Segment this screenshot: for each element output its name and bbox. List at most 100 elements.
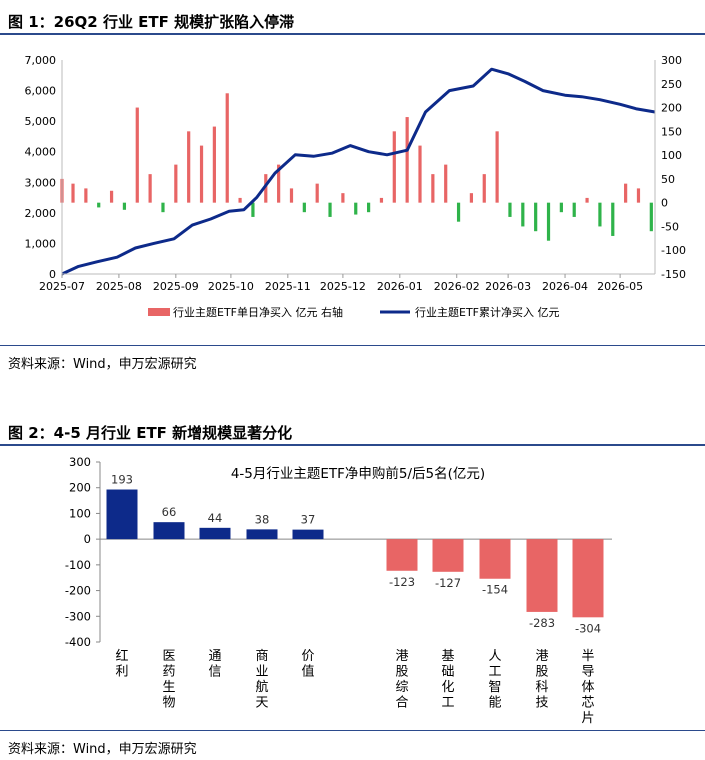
- figure2-top-rule: [0, 444, 705, 446]
- net-subscription-bar: [292, 529, 324, 540]
- daily-net-buy-bar: [649, 202, 653, 232]
- chart1-right-tick-label: 50: [661, 173, 675, 186]
- chart1-x-tick-label: 2025-09: [153, 280, 199, 293]
- figure1-top-rule: [0, 33, 705, 35]
- chart2-category-label: 商业航天: [255, 649, 268, 711]
- daily-net-buy-bar: [109, 190, 114, 203]
- chart1-right-tick-label: 150: [661, 125, 682, 138]
- chart1-x-tick-label: 2025-07: [39, 280, 85, 293]
- net-subscription-bar: [432, 539, 464, 572]
- bar-value-label: -154: [482, 583, 508, 597]
- chart1-x-tick-label: 2025-08: [96, 280, 142, 293]
- daily-net-buy-bar: [187, 131, 191, 203]
- figure2-bottom-rule: [0, 730, 705, 731]
- daily-net-buy-bar: [636, 188, 641, 203]
- chart1-x-tick-label: 2025-10: [208, 280, 254, 293]
- daily-net-buy-bar: [482, 174, 486, 203]
- chart2-inner-title: 4-5月行业主题ETF净申购前5/后5名(亿元): [231, 465, 485, 482]
- daily-net-buy-bar: [521, 202, 525, 227]
- chart1-left-tick-label: 4,000: [25, 146, 57, 159]
- bar-value-label: 37: [301, 513, 316, 527]
- daily-net-buy-bar: [546, 202, 551, 241]
- net-subscription-bar: [106, 489, 138, 540]
- daily-net-buy-bar: [456, 202, 461, 222]
- chart1-x-tick-label: 2026-03: [485, 280, 531, 293]
- chart2-y-tick-label: 0: [84, 532, 91, 546]
- bar-value-label: 38: [255, 512, 270, 526]
- daily-net-buy-bar: [212, 126, 216, 203]
- net-subscription-bar: [199, 527, 231, 540]
- bar-value-label: -283: [529, 616, 555, 630]
- daily-net-buy-bar: [341, 193, 345, 203]
- chart1-x-tick-label: 2026-04: [542, 280, 588, 293]
- daily-net-buy-bar: [392, 131, 396, 203]
- chart2-category-label: 医药生物: [162, 649, 175, 711]
- daily-net-buy-bar: [135, 107, 139, 203]
- chart1-right-tick-label: 250: [661, 78, 682, 91]
- chart1-left-tick-label: 3,000: [25, 176, 57, 189]
- bar-value-label: -127: [435, 576, 461, 590]
- chart1-x-tick-label: 2025-11: [265, 280, 311, 293]
- figure2-title: 图 2：4-5 月行业 ETF 新增规模显著分化: [8, 424, 293, 442]
- chart2-category-label: 价值: [301, 649, 314, 680]
- chart2-axes: 300 200 100 0 -100 -200 -300 -400: [65, 455, 612, 649]
- daily-net-buy-bar: [572, 202, 576, 217]
- daily-net-buy-bar: [418, 145, 422, 203]
- chart1-legend: 行业主题ETF单日净买入 亿元 右轴 行业主题ETF累计净买入 亿元: [148, 305, 560, 319]
- chart1-x-tick-label: 2025-12: [320, 280, 366, 293]
- net-subscription-bar: [246, 529, 278, 540]
- chart1-x-tick-label: 2026-02: [434, 280, 480, 293]
- net-subscription-bar: [526, 539, 558, 612]
- net-subscription-bar: [386, 539, 418, 571]
- chart1-bars: [60, 93, 653, 241]
- chart1-left-tick-label: 0: [49, 268, 56, 281]
- chart1-left-tick-label: 5,000: [25, 115, 57, 128]
- daily-net-buy-bar: [161, 202, 165, 213]
- chart2-y-tick-label: 100: [69, 506, 91, 520]
- net-subscription-bar: [479, 539, 511, 579]
- daily-net-buy-bar: [366, 202, 371, 213]
- daily-net-buy-bar: [302, 202, 306, 213]
- chart2-category-label: 港股科技: [535, 649, 548, 711]
- chart1-right-tick-label: 0: [661, 197, 668, 210]
- chart2-y-tick-label: -200: [65, 584, 91, 598]
- chart1-right-tick-label: 100: [661, 149, 682, 162]
- bar-value-label: 66: [162, 505, 177, 519]
- daily-net-buy-bar: [148, 174, 152, 203]
- daily-net-buy-bar: [444, 164, 448, 203]
- legend-line-label: 行业主题ETF累计净买入 亿元: [415, 305, 560, 319]
- daily-net-buy-bar: [328, 202, 332, 217]
- chart2-category-label: 人工智能: [488, 649, 501, 711]
- daily-net-buy-bar: [354, 202, 358, 215]
- chart2-category-label: 基础化工: [441, 649, 454, 711]
- daily-net-buy-bar: [431, 174, 435, 203]
- chart1-left-tick-label: 1,000: [25, 237, 57, 250]
- chart1-axes: 0 1,000 2,000 3,000 4,000 5,000 6,000 7,000 -150…: [25, 54, 686, 293]
- chart1-right-tick-label: -50: [661, 220, 679, 233]
- daily-net-buy-bar: [251, 202, 255, 217]
- chart1-right-tick-label: -100: [661, 244, 686, 257]
- daily-net-buy-bar: [508, 202, 512, 217]
- chart2-bars: 193 红利 66 医药生物 44 通信 38 商业航天 37 价值 -123 港股综合 -127 基础化…: [106, 473, 604, 725]
- daily-net-buy-bar: [71, 183, 75, 203]
- chart1-right-tick-label: -150: [661, 268, 686, 281]
- chart2-y-tick-label: -300: [65, 609, 91, 623]
- daily-net-buy-bar: [624, 183, 628, 203]
- chart2-category-label: 红利: [115, 648, 128, 680]
- chart1-right-tick-label: 200: [661, 102, 682, 115]
- figure1-chart: 0 1,000 2,000 3,000 4,000 5,000 6,000 7,000 -150…: [25, 54, 686, 319]
- figure1-bottom-rule: [0, 345, 705, 346]
- chart2-category-label: 港股综合: [395, 649, 408, 711]
- chart1-right-tick-label: 300: [661, 54, 682, 67]
- daily-net-buy-bar: [469, 193, 474, 203]
- daily-net-buy-bar: [225, 93, 229, 203]
- figure2-source: 资料来源：Wind，申万宏源研究: [8, 742, 197, 757]
- daily-net-buy-bar: [84, 188, 88, 203]
- chart2-y-tick-label: -100: [65, 558, 91, 572]
- chart1-x-tick-label: 2026-01: [377, 280, 423, 293]
- daily-net-buy-bar: [598, 202, 602, 227]
- daily-net-buy-bar: [495, 131, 499, 203]
- daily-net-buy-bar: [559, 202, 563, 213]
- bar-value-label: 44: [208, 511, 223, 525]
- cumulative-net-buy-line: [61, 67, 656, 276]
